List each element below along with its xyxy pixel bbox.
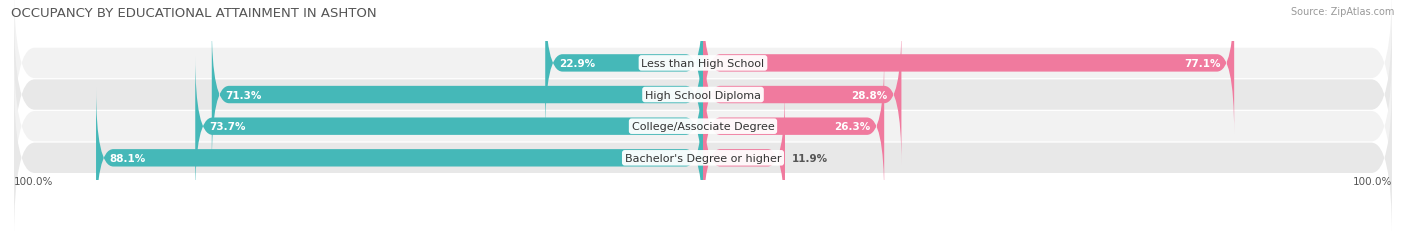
Text: High School Diploma: High School Diploma bbox=[645, 90, 761, 100]
Text: 73.7%: 73.7% bbox=[209, 122, 246, 132]
Text: 100.0%: 100.0% bbox=[1353, 176, 1392, 186]
Text: Source: ZipAtlas.com: Source: ZipAtlas.com bbox=[1291, 7, 1395, 17]
FancyBboxPatch shape bbox=[546, 0, 703, 134]
Text: 22.9%: 22.9% bbox=[560, 59, 595, 69]
FancyBboxPatch shape bbox=[195, 57, 703, 197]
Text: 77.1%: 77.1% bbox=[1184, 59, 1220, 69]
Text: 11.9%: 11.9% bbox=[792, 153, 828, 163]
Text: 26.3%: 26.3% bbox=[834, 122, 870, 132]
Text: Bachelor's Degree or higher: Bachelor's Degree or higher bbox=[624, 153, 782, 163]
Text: College/Associate Degree: College/Associate Degree bbox=[631, 122, 775, 132]
FancyBboxPatch shape bbox=[703, 57, 884, 197]
FancyBboxPatch shape bbox=[14, 47, 1392, 206]
FancyBboxPatch shape bbox=[14, 79, 1392, 231]
FancyBboxPatch shape bbox=[14, 16, 1392, 174]
Text: OCCUPANCY BY EDUCATIONAL ATTAINMENT IN ASHTON: OCCUPANCY BY EDUCATIONAL ATTAINMENT IN A… bbox=[11, 7, 377, 20]
FancyBboxPatch shape bbox=[14, 0, 1392, 143]
FancyBboxPatch shape bbox=[703, 25, 901, 165]
Text: 88.1%: 88.1% bbox=[110, 153, 146, 163]
FancyBboxPatch shape bbox=[703, 0, 1234, 134]
Text: Less than High School: Less than High School bbox=[641, 59, 765, 69]
FancyBboxPatch shape bbox=[96, 88, 703, 228]
Text: 28.8%: 28.8% bbox=[852, 90, 887, 100]
Text: 100.0%: 100.0% bbox=[14, 176, 53, 186]
FancyBboxPatch shape bbox=[703, 88, 785, 228]
FancyBboxPatch shape bbox=[212, 25, 703, 165]
Text: 71.3%: 71.3% bbox=[225, 90, 262, 100]
